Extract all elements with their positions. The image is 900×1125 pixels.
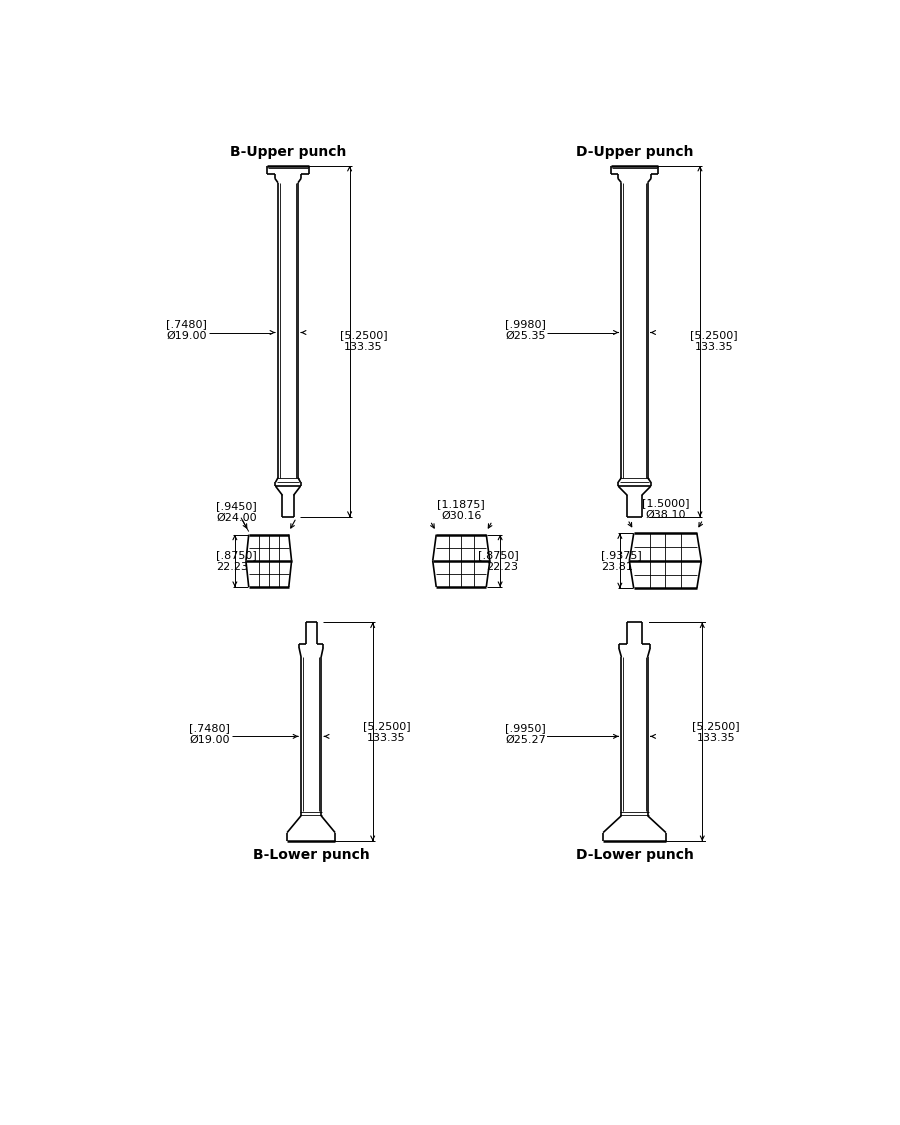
Text: B-Lower punch: B-Lower punch [253, 848, 370, 862]
Text: [.9950]
Ø25.27: [.9950] Ø25.27 [505, 723, 546, 745]
Text: [5.2500]
133.35: [5.2500] 133.35 [690, 331, 738, 352]
Text: D-Upper punch: D-Upper punch [576, 145, 693, 159]
Text: [.7480]
Ø19.00: [.7480] Ø19.00 [166, 319, 207, 341]
Text: [5.2500]
133.35: [5.2500] 133.35 [363, 721, 410, 742]
Text: [.9980]
Ø25.35: [.9980] Ø25.35 [505, 319, 546, 341]
Text: [.8750]
22.23: [.8750] 22.23 [216, 550, 257, 572]
Text: [5.2500]
133.35: [5.2500] 133.35 [339, 331, 387, 352]
Text: [1.1875]
Ø30.16: [1.1875] Ø30.16 [437, 500, 485, 521]
Text: [5.2500]
133.35: [5.2500] 133.35 [692, 721, 740, 742]
Text: [.8750]
22.23: [.8750] 22.23 [478, 550, 518, 572]
Text: [.9450]
Ø24.00: [.9450] Ø24.00 [216, 501, 257, 522]
Text: [.9375]
23.81: [.9375] 23.81 [601, 550, 642, 572]
Text: D-Lower punch: D-Lower punch [576, 848, 693, 862]
Text: B-Upper punch: B-Upper punch [230, 145, 346, 159]
Text: [.7480]
Ø19.00: [.7480] Ø19.00 [189, 723, 230, 745]
Text: [1.5000]
Ø38.10: [1.5000] Ø38.10 [642, 498, 689, 520]
